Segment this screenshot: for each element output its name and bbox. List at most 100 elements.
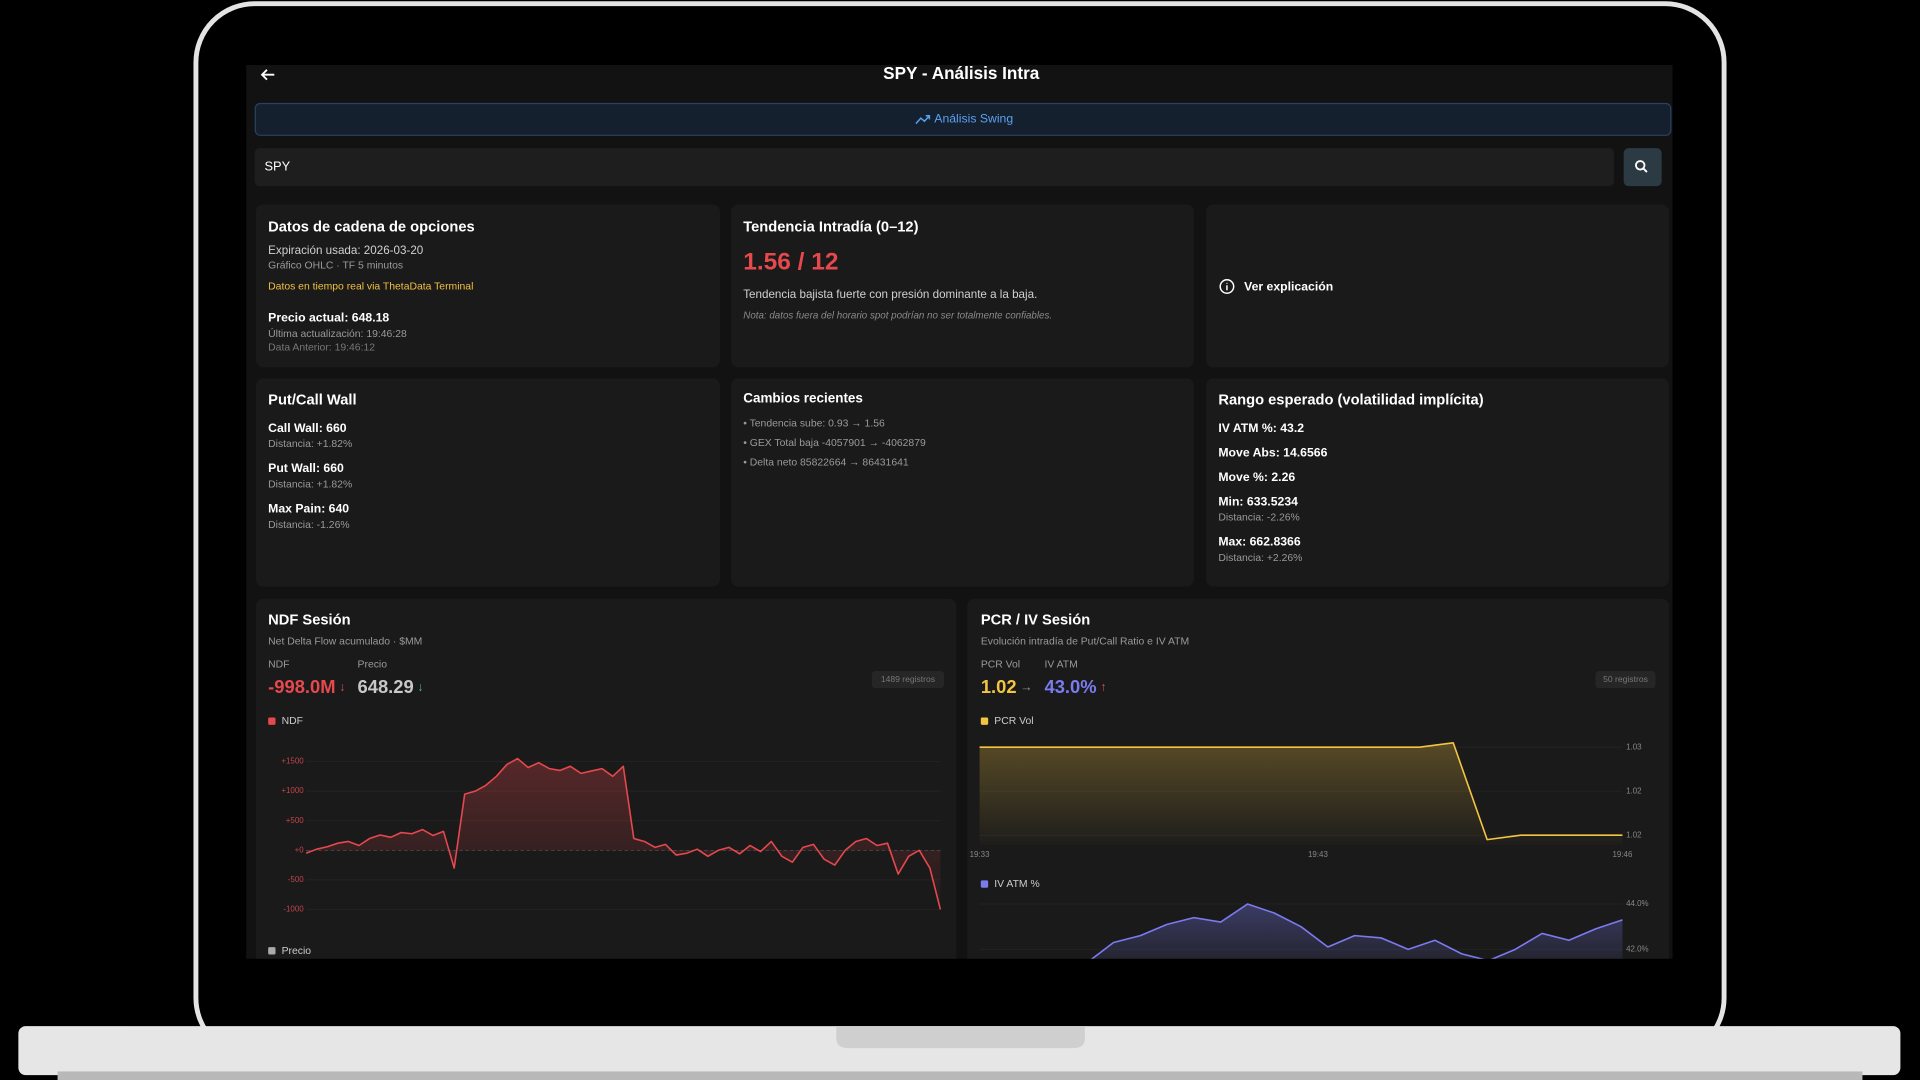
legend-label: Precio bbox=[282, 946, 312, 957]
x-tick-label: 19:33 bbox=[970, 850, 990, 859]
legend-label: PCR Vol bbox=[994, 716, 1033, 727]
panel-title: NDF Sesión bbox=[268, 613, 350, 629]
legend-label: NDF bbox=[282, 716, 303, 727]
panel-subtitle: Net Delta Flow acumulado · $MM bbox=[268, 636, 422, 647]
y-tick-label: +1500 bbox=[281, 757, 304, 766]
records-badge: 50 registros bbox=[1603, 674, 1648, 684]
range-label: Move %: 2.26 bbox=[1218, 470, 1295, 484]
stat-value: 1.02 bbox=[981, 676, 1017, 697]
line bbox=[1090, 903, 1623, 959]
search-button[interactable] bbox=[1623, 148, 1662, 187]
stat-arrow: ↑ bbox=[1100, 680, 1106, 694]
stat-label: NDF bbox=[268, 660, 289, 671]
stat-label: IV ATM bbox=[1044, 660, 1077, 671]
laptop-base bbox=[18, 1026, 1901, 1076]
chart-info: Gráfico OHLC · TF 5 minutos bbox=[268, 260, 403, 271]
legend-swatch bbox=[268, 947, 276, 955]
explain-link: Ver explicación bbox=[1244, 279, 1333, 293]
y-tick-label: +500 bbox=[286, 816, 304, 825]
stat: -998.0M ↓ bbox=[268, 676, 345, 697]
legend-swatch bbox=[268, 717, 276, 725]
range-label: Move Abs: 14.6566 bbox=[1218, 445, 1327, 459]
wall-label: Call Wall: 660 bbox=[268, 421, 347, 435]
y-tick-label: 42.0% bbox=[1626, 944, 1649, 953]
stat-value: 648.29 bbox=[358, 676, 414, 697]
wall-distance: Distancia: -1.26% bbox=[268, 520, 349, 531]
search-icon bbox=[1635, 160, 1646, 171]
range-distance: Distancia: +2.26% bbox=[1218, 553, 1302, 564]
swing-button-label: Análisis Swing bbox=[934, 112, 1013, 126]
card-title: Tendencia Intradía (0–12) bbox=[743, 220, 918, 236]
wall-distance: Distancia: +1.82% bbox=[268, 439, 352, 450]
card-title: Rango esperado (volatilidad implícita) bbox=[1218, 392, 1483, 408]
stat-arrow: ↓ bbox=[417, 680, 423, 694]
change-item: • GEX Total baja -4057901 → -4062879 bbox=[743, 438, 926, 449]
previous-data: Data Anterior: 19:46:12 bbox=[268, 343, 375, 354]
range-distance: Distancia: -2.26% bbox=[1218, 513, 1299, 524]
change-item: • Delta neto 85822664 → 86431641 bbox=[743, 458, 909, 469]
badge bbox=[1595, 671, 1656, 689]
last-update: Última actualización: 19:46:28 bbox=[268, 327, 407, 340]
card bbox=[255, 378, 720, 587]
y-tick-label: 44.0% bbox=[1626, 899, 1649, 908]
y-tick-label: 1.02 bbox=[1626, 830, 1642, 839]
stat-value: -998.0M bbox=[268, 676, 335, 697]
back-button[interactable] bbox=[260, 69, 275, 81]
laptop-notch bbox=[836, 1026, 1085, 1049]
card bbox=[255, 204, 720, 368]
x-tick-label: 19:46 bbox=[1613, 850, 1633, 859]
range-label: Min: 633.5234 bbox=[1218, 494, 1298, 508]
trend-note: Nota: datos fuera del horario spot podrí… bbox=[743, 311, 1052, 322]
range-label: IV ATM %: 43.2 bbox=[1218, 421, 1304, 435]
y-tick-label: 1.03 bbox=[1626, 742, 1642, 751]
legend-swatch bbox=[980, 880, 989, 888]
change-item: • Tendencia sube: 0.93 → 1.56 bbox=[743, 418, 885, 429]
y-tick-label: +0 bbox=[295, 845, 305, 854]
panel-subtitle: Evolución intradía de Put/Call Ratio e I… bbox=[981, 636, 1189, 647]
y-tick-label: -1000 bbox=[283, 905, 304, 914]
search-button-bg bbox=[1623, 148, 1662, 187]
stat-value: 43.0% bbox=[1044, 676, 1096, 697]
wall-label: Max Pain: 640 bbox=[268, 502, 349, 516]
trend-icon bbox=[915, 114, 931, 125]
badge bbox=[871, 671, 945, 689]
card bbox=[1206, 378, 1669, 587]
trend-description: Tendencia bajista fuerte con presión dom… bbox=[743, 288, 1037, 301]
page-title: SPY - Análisis Intra bbox=[883, 63, 1040, 83]
realtime-note: Datos en tiempo real via ThetaData Termi… bbox=[268, 281, 473, 292]
card bbox=[731, 378, 1194, 587]
card-title: Cambios recientes bbox=[743, 391, 863, 406]
card bbox=[731, 204, 1194, 368]
stat-label: Precio bbox=[358, 660, 388, 671]
app-screen: SPY - Análisis Intra Análisis Swing SPY … bbox=[246, 63, 1673, 959]
card[interactable] bbox=[1206, 204, 1669, 368]
card-title: Datos de cadena de opciones bbox=[268, 220, 475, 236]
y-tick-label: +1000 bbox=[281, 786, 304, 795]
x-tick-label: 19:43 bbox=[1308, 850, 1328, 859]
stat-label: PCR Vol bbox=[981, 660, 1020, 671]
records-badge: 1489 registros bbox=[881, 674, 935, 684]
stat-arrow: ↓ bbox=[339, 680, 345, 694]
info-icon bbox=[1219, 279, 1235, 294]
line bbox=[979, 741, 1623, 841]
stat: 43.0% ↑ bbox=[1044, 676, 1106, 697]
area bbox=[1092, 904, 1623, 959]
stat: 1.02 → bbox=[981, 676, 1033, 697]
line bbox=[305, 757, 942, 910]
trend-score: 1.56 / 12 bbox=[743, 249, 838, 276]
search-value: SPY bbox=[264, 159, 290, 174]
expiration: Expiración usada: 2026-03-20 bbox=[268, 244, 424, 257]
stat-arrow: → bbox=[1020, 680, 1032, 694]
y-tick-label: -500 bbox=[288, 875, 304, 884]
wall-distance: Distancia: +1.82% bbox=[268, 480, 352, 491]
stat: 648.29 ↓ bbox=[358, 676, 424, 697]
panel-title: PCR / IV Sesión bbox=[981, 613, 1090, 629]
search-input[interactable] bbox=[254, 148, 1614, 187]
legend-label: IV ATM % bbox=[994, 879, 1039, 890]
swing-button-bg bbox=[254, 102, 1672, 136]
current-price: Precio actual: 648.18 bbox=[268, 311, 389, 325]
y-tick-label: 1.02 bbox=[1626, 786, 1642, 795]
swing-button[interactable]: Análisis Swing bbox=[254, 102, 1672, 136]
card-title: Put/Call Wall bbox=[268, 392, 356, 408]
